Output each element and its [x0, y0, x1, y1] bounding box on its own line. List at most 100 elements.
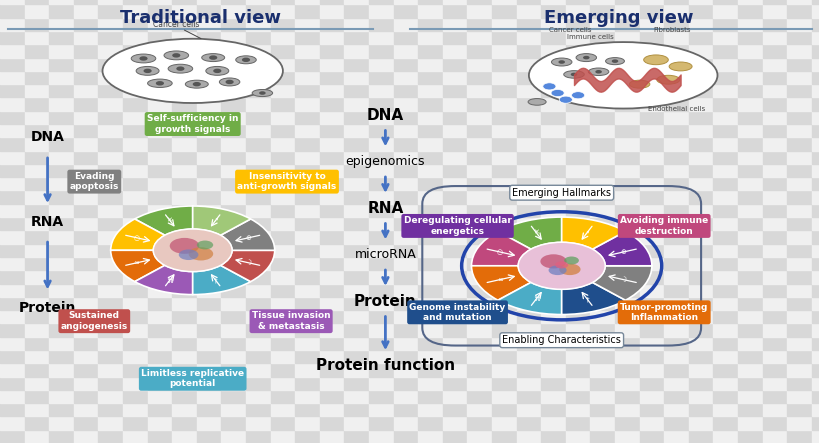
Bar: [295, 363, 319, 377]
Bar: [369, 58, 393, 71]
Bar: [393, 31, 418, 44]
Bar: [762, 217, 786, 230]
Bar: [442, 390, 467, 403]
Bar: [418, 177, 442, 190]
Bar: [98, 190, 123, 204]
Bar: [491, 257, 516, 270]
Circle shape: [548, 265, 566, 275]
Bar: [418, 204, 442, 217]
Bar: [319, 151, 344, 164]
Bar: [786, 403, 811, 416]
Bar: [221, 403, 246, 416]
Bar: [590, 151, 614, 164]
Bar: [319, 297, 344, 310]
Bar: [147, 230, 172, 244]
Ellipse shape: [527, 99, 545, 105]
Bar: [442, 111, 467, 124]
Bar: [467, 390, 491, 403]
Bar: [49, 363, 74, 377]
Text: Insensitivity to
anti-growth signals: Insensitivity to anti-growth signals: [237, 172, 337, 191]
Bar: [565, 164, 590, 177]
Bar: [467, 31, 491, 44]
Bar: [516, 0, 541, 4]
Bar: [74, 164, 98, 177]
Bar: [467, 337, 491, 350]
Bar: [590, 310, 614, 323]
Bar: [811, 0, 819, 4]
Bar: [688, 284, 713, 297]
Bar: [74, 310, 98, 323]
Wedge shape: [561, 282, 625, 315]
Bar: [418, 0, 442, 4]
Bar: [197, 270, 221, 284]
Bar: [442, 31, 467, 44]
Bar: [221, 97, 246, 111]
Bar: [344, 190, 369, 204]
Bar: [663, 190, 688, 204]
Bar: [0, 164, 25, 177]
Bar: [688, 0, 713, 4]
Bar: [541, 84, 565, 97]
Bar: [590, 31, 614, 44]
Bar: [270, 164, 295, 177]
Bar: [49, 84, 74, 97]
Bar: [590, 297, 614, 310]
Bar: [418, 164, 442, 177]
Bar: [25, 310, 49, 323]
Bar: [295, 190, 319, 204]
Bar: [565, 177, 590, 190]
Bar: [614, 97, 639, 111]
Bar: [811, 84, 819, 97]
Bar: [147, 337, 172, 350]
Bar: [147, 0, 172, 4]
Bar: [614, 177, 639, 190]
Bar: [516, 297, 541, 310]
Bar: [147, 244, 172, 257]
Bar: [344, 350, 369, 363]
Bar: [74, 350, 98, 363]
Bar: [344, 18, 369, 31]
Bar: [49, 270, 74, 284]
Bar: [393, 71, 418, 84]
Bar: [25, 18, 49, 31]
Bar: [614, 416, 639, 430]
Bar: [614, 390, 639, 403]
Bar: [811, 137, 819, 151]
Bar: [541, 230, 565, 244]
Text: Traditional view: Traditional view: [120, 9, 281, 27]
Bar: [614, 230, 639, 244]
Bar: [74, 390, 98, 403]
Bar: [98, 84, 123, 97]
Bar: [319, 217, 344, 230]
Bar: [713, 230, 737, 244]
Bar: [467, 71, 491, 84]
Bar: [295, 217, 319, 230]
Bar: [786, 244, 811, 257]
Bar: [442, 204, 467, 217]
Bar: [270, 430, 295, 443]
Bar: [270, 377, 295, 390]
Ellipse shape: [668, 62, 691, 71]
Bar: [590, 190, 614, 204]
Bar: [123, 137, 147, 151]
Bar: [49, 217, 74, 230]
Bar: [0, 44, 25, 58]
Bar: [246, 337, 270, 350]
Bar: [565, 137, 590, 151]
Bar: [688, 111, 713, 124]
Bar: [197, 97, 221, 111]
Bar: [737, 4, 762, 18]
Bar: [762, 190, 786, 204]
Bar: [25, 84, 49, 97]
Bar: [319, 430, 344, 443]
Bar: [147, 151, 172, 164]
Bar: [49, 124, 74, 137]
Bar: [639, 350, 663, 363]
Bar: [49, 416, 74, 430]
Bar: [491, 244, 516, 257]
Bar: [688, 244, 713, 257]
Text: Enabling Characteristics: Enabling Characteristics: [502, 335, 620, 345]
Bar: [319, 416, 344, 430]
Bar: [442, 284, 467, 297]
Bar: [491, 71, 516, 84]
